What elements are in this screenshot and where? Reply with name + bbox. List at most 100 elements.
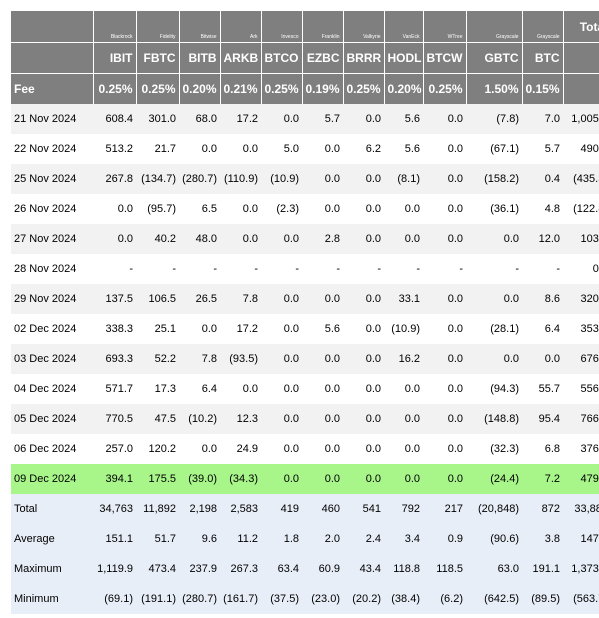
fee-value: 1.50% [466, 73, 523, 104]
row-date: 28 Nov 2024 [11, 254, 93, 284]
summary-value: 34,763 [93, 494, 136, 524]
row-total: 353.6 [563, 314, 599, 344]
flow-value: 12.3 [220, 404, 261, 434]
ticker-symbol: IBIT [93, 42, 137, 74]
fee-value: 0.25% [261, 73, 303, 104]
flow-value: 5.6 [302, 314, 343, 344]
flow-value: 0.0 [261, 224, 302, 254]
summary-label: Minimum [11, 584, 93, 614]
summary-label: Maximum [11, 554, 93, 584]
flow-value: 0.0 [343, 464, 384, 494]
row-date: 09 Dec 2024 [11, 464, 93, 494]
flow-value: 513.2 [93, 134, 136, 164]
summary-value: (20,848) [466, 494, 522, 524]
flow-value: 12.0 [522, 224, 563, 254]
flow-value: 770.5 [93, 404, 136, 434]
flow-value: 0.0 [179, 434, 220, 464]
flow-value: 0.0 [343, 194, 384, 224]
row-total: 490.3 [563, 134, 599, 164]
flow-value: 693.3 [93, 344, 136, 374]
flow-value: 175.5 [136, 464, 179, 494]
summary-value: (23.0) [302, 584, 343, 614]
table-row: 28 Nov 2024-----------0.0 [11, 254, 599, 284]
flow-value: 0.0 [261, 314, 302, 344]
flow-value: 0.0 [220, 224, 261, 254]
flow-value: 0.0 [93, 224, 136, 254]
total-header: Total [563, 11, 599, 43]
row-total: 556.8 [563, 374, 599, 404]
etf-flow-table: Blackrock Fidelity Bitwise Ark Invesco Frankl… [11, 11, 599, 614]
summary-value: 11,892 [136, 494, 179, 524]
table-row: 04 Dec 2024 571.7 17.3 6.4 0.0 0.0 0.0 0.0 0.0 0.… [11, 374, 599, 404]
flow-value: 0.0 [302, 194, 343, 224]
summary-value: 460 [302, 494, 343, 524]
flow-value: 48.0 [179, 224, 220, 254]
flow-value: 0.0 [302, 464, 343, 494]
summary-label: Average [11, 524, 93, 554]
flow-value: (10.2) [179, 404, 220, 434]
flow-value: 0.0 [466, 344, 522, 374]
flow-value: 17.2 [220, 104, 261, 134]
summary-value: 51.7 [136, 524, 179, 554]
flow-value: 0.0 [261, 284, 302, 314]
flow-value: (280.7) [179, 164, 220, 194]
flow-value: 0.0 [302, 434, 343, 464]
row-date: 03 Dec 2024 [11, 344, 93, 374]
summary-value: (90.6) [466, 524, 522, 554]
flow-value: - [522, 254, 563, 284]
row-date: 02 Dec 2024 [11, 314, 93, 344]
table-row: 03 Dec 2024 693.3 52.2 7.8 (93.5) 0.0 0.0 0.0 16… [11, 344, 599, 374]
fee-label: Fee [11, 73, 94, 104]
ticker-symbol: GBTC [466, 42, 523, 74]
flow-value: 0.0 [261, 404, 302, 434]
summary-value: (161.7) [220, 584, 261, 614]
summary-value: 2.0 [302, 524, 343, 554]
table-body: Blackrock Fidelity Bitwise Ark Invesco Frankl… [11, 11, 599, 614]
flow-value: (10.9) [261, 164, 302, 194]
row-total: 676.0 [563, 344, 599, 374]
flow-value: 0.0 [384, 194, 423, 224]
summary-value: 63.0 [466, 554, 522, 584]
header-corner-cell [11, 11, 94, 43]
flow-value: - [220, 254, 261, 284]
flow-value: (28.1) [466, 314, 522, 344]
issuer-name: Bitwise [179, 11, 221, 43]
issuer-name: VanEck [384, 11, 424, 43]
flow-value: 6.4 [522, 314, 563, 344]
row-date: 29 Nov 2024 [11, 284, 93, 314]
summary-value: 151.1 [93, 524, 136, 554]
summary-value: 60.9 [302, 554, 343, 584]
flow-value: 26.5 [179, 284, 220, 314]
summary-value: 118.8 [384, 554, 423, 584]
ticker-header-row: IBIT FBTC BITB ARKB BTCO EZBC BRRR HODL BTCW GBTC… [11, 42, 599, 74]
issuer-name: Grayscale [466, 11, 523, 43]
flow-value: (95.7) [136, 194, 179, 224]
summary-value: 2,583 [220, 494, 261, 524]
flow-value: (34.3) [220, 464, 261, 494]
flow-value: 24.9 [220, 434, 261, 464]
flow-value: 0.0 [179, 314, 220, 344]
flow-value: (93.5) [220, 344, 261, 374]
flow-value: 6.5 [179, 194, 220, 224]
summary-row: Total 34,763 11,892 2,198 2,583 419 460 541 792 2… [11, 494, 599, 524]
row-total: 766.7 [563, 404, 599, 434]
issuer-name: WTree [423, 11, 467, 43]
flow-value: 0.0 [423, 104, 466, 134]
flow-value: 0.0 [343, 284, 384, 314]
summary-value: 1,119.9 [93, 554, 136, 584]
issuer-name: Valkyrie [343, 11, 385, 43]
flow-value: (10.9) [384, 314, 423, 344]
ticker-corner-cell [11, 42, 94, 74]
summary-value: (89.5) [522, 584, 563, 614]
row-date: 21 Nov 2024 [11, 104, 93, 134]
flow-value: 0.0 [261, 344, 302, 374]
flow-value: 0.0 [179, 134, 220, 164]
flow-value: 52.2 [136, 344, 179, 374]
row-date: 26 Nov 2024 [11, 194, 93, 224]
issuer-name: Blackrock [93, 11, 137, 43]
flow-value: 0.0 [423, 464, 466, 494]
flow-value: 0.0 [220, 374, 261, 404]
issuer-name: Invesco [261, 11, 303, 43]
summary-value: (38.4) [384, 584, 423, 614]
flow-value: 0.0 [384, 374, 423, 404]
